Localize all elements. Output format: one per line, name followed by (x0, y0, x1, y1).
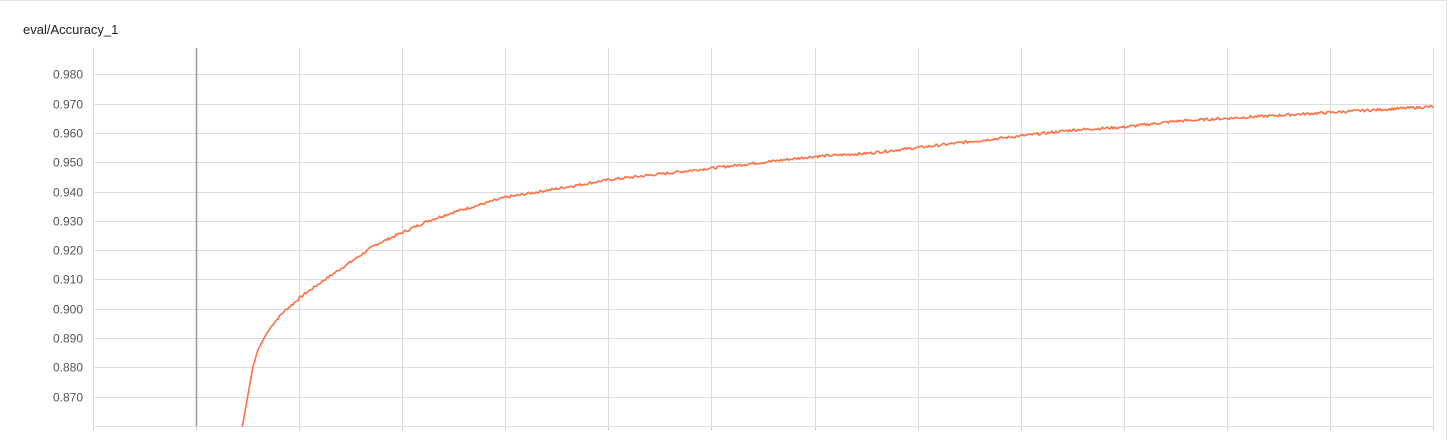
y-tick-label: 0.940 (53, 186, 83, 200)
y-tick-label: 0.900 (53, 303, 83, 317)
y-tick-label: 0.970 (53, 98, 83, 112)
y-tick-label: 0.980 (53, 68, 83, 82)
y-tick-label: 0.950 (53, 156, 83, 170)
y-tick-label: 0.960 (53, 127, 83, 141)
series-line-0 (241, 104, 1434, 427)
y-tick-label: 0.870 (53, 391, 83, 405)
chart-title: eval/Accuracy_1 (23, 22, 119, 37)
y-tick-label: 0.910 (53, 273, 83, 287)
y-tick-label: 0.930 (53, 215, 83, 229)
y-tick-label: 0.890 (53, 332, 83, 346)
y-tick-label: 0.920 (53, 244, 83, 258)
y-tick-label: 0.880 (53, 361, 83, 375)
